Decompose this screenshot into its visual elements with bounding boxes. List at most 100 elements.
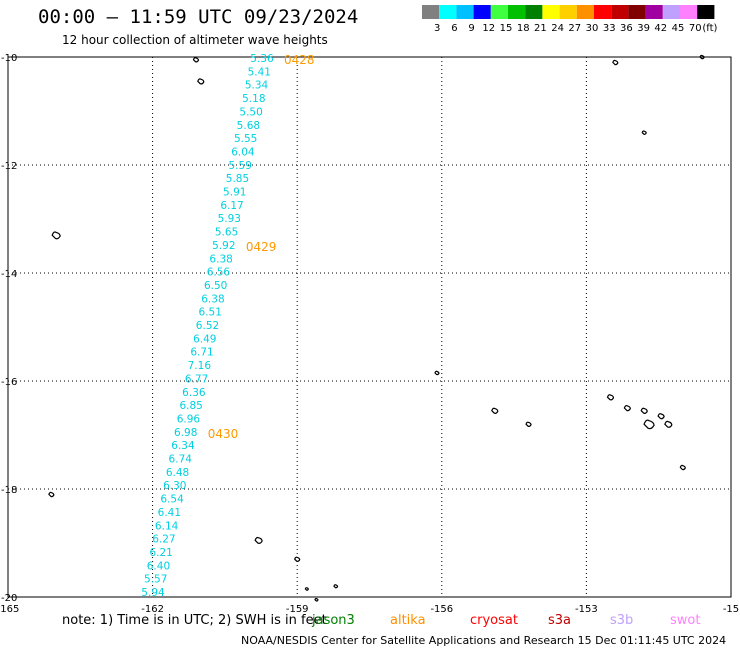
island-outline (434, 370, 440, 376)
wave-height-label: 6.38 (209, 253, 232, 265)
pass-time-label: 0430 (208, 427, 239, 441)
legend-tick-label: 27 (568, 23, 581, 34)
wave-height-label: 5.93 (218, 213, 241, 225)
wave-height-label: 6.74 (169, 454, 193, 466)
legend-swatch (422, 5, 440, 19)
wave-height-label: 6.51 (199, 307, 222, 319)
wave-height-label: 6.36 (182, 387, 206, 399)
wave-height-label: 5.41 (248, 66, 271, 78)
wave-height-label: 5.94 (141, 587, 165, 599)
island-outline (525, 421, 532, 427)
wave-height-label: 5.55 (234, 133, 257, 145)
wave-height-label: 5.50 (239, 106, 262, 118)
island-outline (304, 587, 309, 591)
wave-height-label: 6.98 (174, 427, 197, 439)
island-outline (641, 130, 647, 135)
page-subtitle: 12 hour collection of altimeter wave hei… (62, 33, 328, 47)
wave-height-label: 5.36 (250, 53, 274, 65)
lat-tick-label: -18 (1, 485, 17, 496)
wave-height-label: 6.38 (201, 293, 224, 305)
legend-swatch (490, 5, 508, 19)
legend-swatch (508, 5, 526, 19)
wave-height-label: 5.68 (237, 120, 260, 132)
page-title: 00:00 – 11:59 UTC 09/23/2024 (38, 6, 359, 28)
wave-height-label: 6.85 (179, 400, 202, 412)
island-outline (679, 464, 686, 471)
island-outline (657, 413, 665, 420)
island-outline (664, 420, 673, 428)
lon-tick-label: -15 (723, 604, 739, 615)
lat-tick-label: -14 (1, 269, 17, 280)
note-text: note: 1) Time is in UTC; 2) SWH is in fe… (62, 613, 327, 628)
legend-unit: (ft) (702, 23, 717, 34)
wave-height-label: 6.71 (190, 347, 213, 359)
lat-tick-label: -16 (1, 377, 17, 388)
legend-swatch (645, 5, 663, 19)
legend-tick-label: 24 (551, 23, 564, 34)
lat-tick-label: -10 (1, 53, 17, 64)
footer-credit: NOAA/NESDIS Center for Satellite Applica… (241, 634, 727, 647)
island-outline (606, 394, 615, 401)
legend-tick-label: 18 (517, 23, 530, 34)
island-outline (48, 491, 55, 498)
legend-swatch (576, 5, 594, 19)
wave-height-label: 6.96 (177, 413, 201, 425)
wave-height-label: 6.14 (155, 520, 179, 532)
wave-height-label: 6.17 (220, 200, 243, 212)
legend-tick-label: 9 (468, 23, 474, 34)
legend-tick-label: 6 (451, 23, 457, 34)
legend-swatch (628, 5, 646, 19)
legend-swatch (680, 5, 698, 19)
lon-tick-label: -162 (141, 604, 164, 615)
wave-height-label: 6.52 (196, 320, 219, 332)
island-outline (643, 419, 655, 430)
legend-tick-label: 15 (500, 23, 513, 34)
wave-height-label: 6.21 (149, 547, 172, 559)
lon-tick-label: -153 (575, 604, 598, 615)
island-outline (294, 556, 301, 562)
wave-height-label: 6.34 (171, 440, 195, 452)
wave-height-label: 6.49 (193, 333, 216, 345)
island-outline (623, 404, 631, 412)
wave-height-label: 5.91 (223, 187, 246, 199)
island-outline (612, 59, 619, 66)
island-outline (333, 584, 339, 589)
wave-height-label: 6.77 (185, 373, 208, 385)
wave-height-label: 6.30 (163, 480, 186, 492)
legend-swatch (525, 5, 543, 19)
pass-time-label: 0428 (284, 53, 315, 67)
satellite-label: s3a (548, 613, 572, 628)
legend-tick-label: 42 (654, 23, 667, 34)
island-outline (254, 536, 263, 544)
satellite-label: s3b (610, 613, 634, 628)
pass-time-label: 0429 (246, 240, 277, 254)
satellite-label: altika (390, 613, 426, 628)
wave-height-label: 6.41 (158, 507, 181, 519)
map-frame (7, 56, 732, 598)
wave-height-label: 5.92 (212, 240, 235, 252)
legend-swatch (559, 5, 577, 19)
legend-swatch (697, 5, 715, 19)
island-outline (491, 407, 499, 414)
island-outline (699, 54, 705, 60)
wave-height-label: 6.04 (231, 146, 255, 158)
legend-swatch (662, 5, 680, 19)
island-outline (197, 78, 205, 85)
wave-height-label: 6.27 (152, 534, 175, 546)
wave-height-label: 6.50 (204, 280, 227, 292)
wave-height-label: 6.48 (166, 467, 189, 479)
legend-swatch (439, 5, 457, 19)
wave-height-label: 7.16 (188, 360, 212, 372)
island-outline (314, 597, 319, 602)
legend-tick-label: 12 (482, 23, 495, 34)
island-outline (51, 231, 61, 240)
lon-tick-label: -165 (0, 604, 19, 615)
island-outline (192, 57, 200, 63)
satellite-label: jason3 (312, 613, 355, 628)
legend-swatch (542, 5, 560, 19)
wave-height-label: 6.40 (147, 560, 170, 572)
legend-tick-label: 36 (620, 23, 633, 34)
wave-height-label: 5.18 (242, 93, 265, 105)
satellite-label: cryosat (470, 613, 518, 628)
